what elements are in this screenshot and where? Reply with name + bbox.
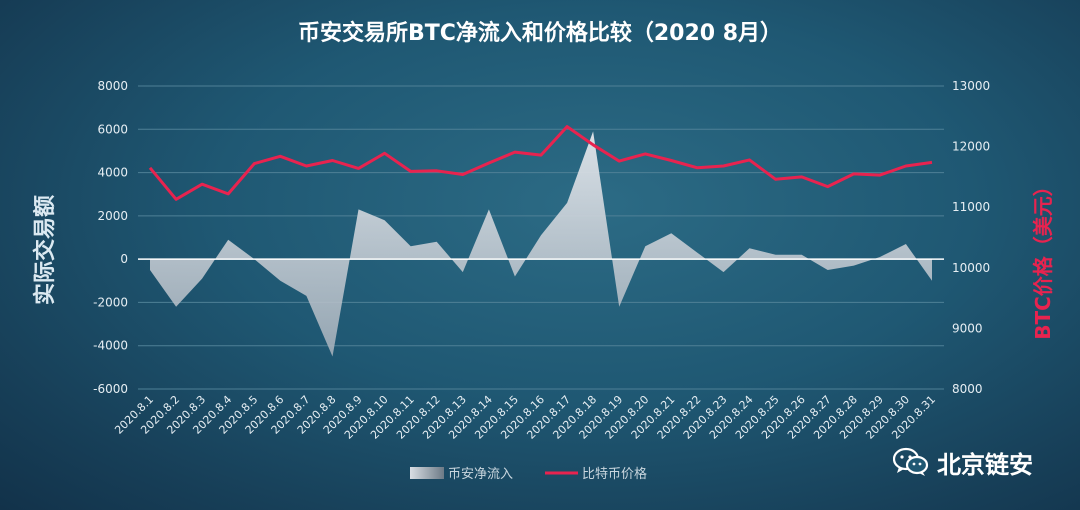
y2-tick-label: 8000	[952, 382, 983, 396]
watermark-brand: 北京链安	[937, 450, 1033, 479]
chart-title: 币安交易所BTC净流入和价格比较（2020 8月）	[298, 20, 782, 46]
y-axis-left: 8000 6000 4000 2000 0 -2000 -4000 -6000	[93, 79, 128, 396]
y2-tick-label: 12000	[952, 140, 990, 154]
y2-tick-label: 13000	[952, 79, 990, 93]
y-tick-label: -4000	[93, 339, 128, 353]
watermark: 北京链安	[893, 444, 1033, 480]
y-tick-label: 0	[120, 252, 128, 266]
y-tick-label: 4000	[97, 166, 128, 180]
y2-tick-label: 9000	[952, 321, 983, 335]
y2-tick-label: 11000	[952, 200, 990, 214]
legend: 币安净流入 比特币价格	[410, 466, 647, 482]
legend-label-price: 比特币价格	[582, 466, 647, 482]
legend-swatch-inflow	[410, 467, 444, 479]
wechat-icon	[893, 447, 929, 476]
y-tick-label: 8000	[97, 79, 128, 93]
y-tick-label: 2000	[97, 209, 128, 223]
y-tick-label: -2000	[93, 295, 128, 309]
inflow-series	[150, 131, 932, 357]
y-tick-label: -6000	[93, 382, 128, 396]
x-axis: 2020.8.12020.8.22020.8.32020.8.42020.8.5…	[112, 393, 938, 442]
y2-tick-label: 10000	[952, 261, 990, 275]
legend-label-inflow: 币安净流入	[448, 467, 513, 482]
y-axis-title: 实际交易额	[32, 195, 58, 305]
inflow-area	[150, 131, 932, 357]
y-axis-right: 13000 12000 11000 10000 9000 8000	[952, 79, 990, 396]
y2-axis-title: BTC价格（美元）	[1031, 176, 1055, 340]
gridlines	[138, 85, 944, 390]
price-line	[148, 125, 933, 201]
y-tick-label: 6000	[97, 122, 128, 136]
price-series	[148, 125, 933, 201]
